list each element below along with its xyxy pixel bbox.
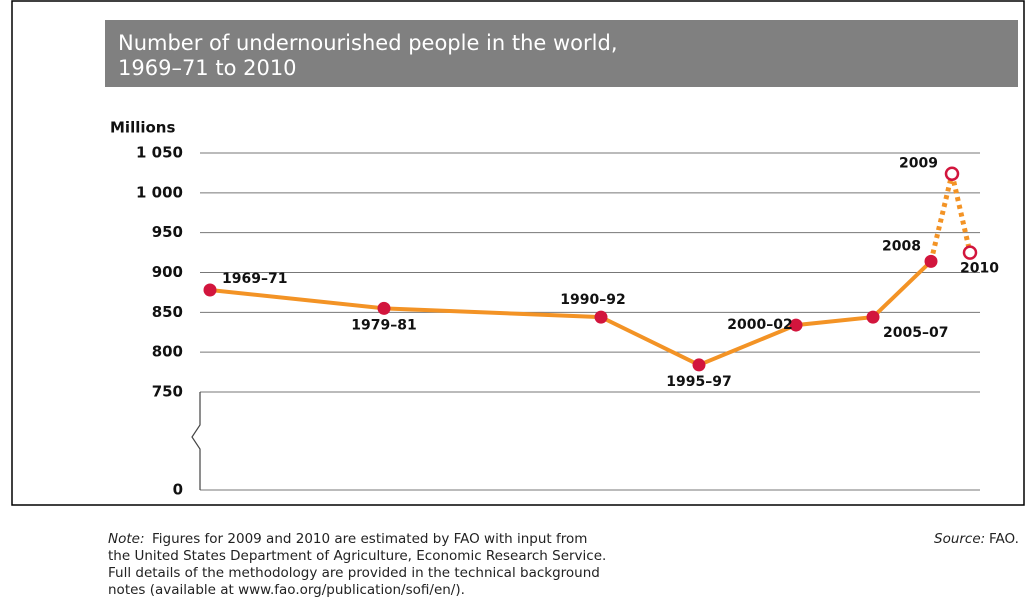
note: Full details of the methodology are prov… xyxy=(108,565,600,581)
point xyxy=(789,318,803,332)
point-label: 1979–81 xyxy=(351,317,416,333)
chart-title: 1969–71 to 2010 xyxy=(118,56,297,80)
note: the United States Department of Agricult… xyxy=(108,548,606,564)
point-label: 2008 xyxy=(882,238,921,254)
note: Figures for 2009 and 2010 are estimated … xyxy=(152,531,587,547)
point xyxy=(377,301,391,315)
axis-break xyxy=(191,392,201,490)
frame xyxy=(11,0,1025,506)
point-label: 1990–92 xyxy=(560,292,625,308)
point-label: 1969–71 xyxy=(222,271,287,287)
y-tick-label: 850 xyxy=(152,303,183,321)
point-label: 1995–97 xyxy=(666,374,731,390)
y-tick-label: 0 xyxy=(173,481,183,499)
title-band xyxy=(105,20,1018,87)
point xyxy=(924,254,938,268)
note: notes (available at www.fao.org/publicat… xyxy=(108,582,465,598)
series-line xyxy=(209,259,933,368)
point xyxy=(866,310,880,324)
point xyxy=(692,358,706,372)
y-tick-label: 1 050 xyxy=(136,144,183,162)
y-tick-label: 800 xyxy=(152,343,183,361)
chart-title: Number of undernourished people in the w… xyxy=(118,31,618,55)
point xyxy=(203,283,217,297)
point-label: 2009 xyxy=(899,156,938,172)
estimate-line xyxy=(949,173,973,254)
point-label: 2000–02 xyxy=(727,317,792,333)
source: FAO. xyxy=(989,531,1019,547)
y-tick-label: 950 xyxy=(152,223,183,241)
point xyxy=(962,245,978,260)
y-tick-label: 750 xyxy=(152,383,183,401)
y-tick-label: 1 000 xyxy=(136,183,183,201)
point xyxy=(944,166,960,181)
point xyxy=(594,310,608,324)
point-label: 2010 xyxy=(960,261,999,277)
source-label: Source: xyxy=(934,531,985,547)
y-axis-label: Millions xyxy=(110,119,175,137)
estimate-line xyxy=(928,173,955,262)
note-label: Note: xyxy=(108,531,145,547)
point-label: 2005–07 xyxy=(883,325,948,341)
y-tick-label: 900 xyxy=(152,263,183,281)
